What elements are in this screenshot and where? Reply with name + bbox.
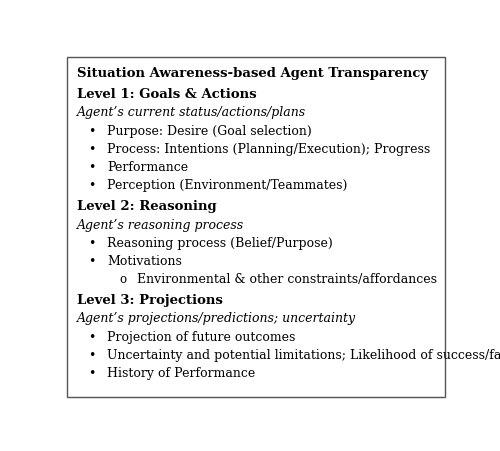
Text: •: •: [88, 254, 95, 267]
Text: o: o: [119, 272, 126, 285]
Text: •: •: [88, 366, 95, 379]
Text: Level 2: Reasoning: Level 2: Reasoning: [77, 200, 217, 213]
Text: Level 3: Projections: Level 3: Projections: [77, 294, 223, 307]
Text: Projection of future outcomes: Projection of future outcomes: [107, 330, 296, 343]
Text: Agent’s reasoning process: Agent’s reasoning process: [77, 218, 244, 231]
Text: •: •: [88, 348, 95, 361]
Text: Situation Awareness-based Agent Transparency: Situation Awareness-based Agent Transpar…: [77, 67, 428, 80]
Text: •: •: [88, 143, 95, 155]
Text: Agent’s projections/predictions; uncertainty: Agent’s projections/predictions; uncerta…: [77, 312, 356, 325]
Text: Reasoning process (Belief/Purpose): Reasoning process (Belief/Purpose): [107, 236, 333, 249]
Text: Uncertainty and potential limitations; Likelihood of success/failure: Uncertainty and potential limitations; L…: [107, 348, 500, 361]
Text: Level 1: Goals & Actions: Level 1: Goals & Actions: [77, 88, 257, 101]
Text: Motivations: Motivations: [107, 254, 182, 267]
Text: Purpose: Desire (Goal selection): Purpose: Desire (Goal selection): [107, 124, 312, 137]
Text: Performance: Performance: [107, 161, 188, 173]
Text: Agent’s current status/actions/plans: Agent’s current status/actions/plans: [77, 106, 306, 119]
FancyBboxPatch shape: [67, 58, 446, 397]
Text: History of Performance: History of Performance: [107, 366, 256, 379]
Text: Process: Intentions (Planning/Execution); Progress: Process: Intentions (Planning/Execution)…: [107, 143, 430, 155]
Text: •: •: [88, 330, 95, 343]
Text: Perception (Environment/Teammates): Perception (Environment/Teammates): [107, 179, 348, 191]
Text: Environmental & other constraints/affordances: Environmental & other constraints/afford…: [137, 272, 437, 285]
Text: •: •: [88, 236, 95, 249]
Text: •: •: [88, 161, 95, 173]
Text: •: •: [88, 179, 95, 191]
Text: •: •: [88, 124, 95, 137]
